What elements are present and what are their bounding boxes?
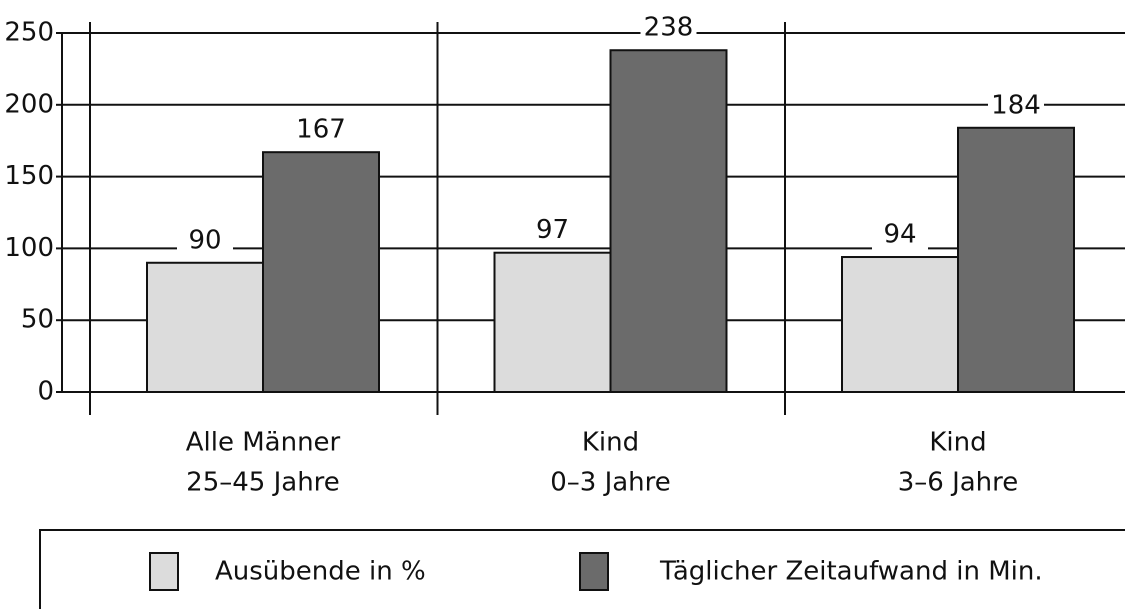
y-tick-label: 100 [4,233,54,263]
bar [841,256,959,393]
value-label-bg [524,215,581,246]
y-tick-label: 150 [4,161,54,191]
legend-label: Täglicher Zeitaufwand in Min. [659,557,1043,587]
value-label-bg [293,115,349,146]
value-label-bg [988,90,1044,121]
y-tick-label: 50 [21,305,54,335]
x-tick-label: 3–6 Jahre [898,468,1019,498]
legend-swatch [579,552,609,591]
value-label: 97 [536,215,569,245]
y-tick-label: 0 [37,377,54,407]
value-label: 184 [991,90,1041,120]
value-label: 167 [296,115,346,145]
legend-box [39,529,1125,609]
x-tick-label: 0–3 Jahre [550,468,671,498]
legend-swatch [149,552,179,591]
x-tick-label: 25–45 Jahre [186,468,340,498]
bar [609,49,728,394]
value-label: 94 [883,220,916,250]
x-tick-label: Kind [929,428,986,458]
value-label: 238 [644,13,694,43]
value-label-bg [640,13,697,44]
x-tick-label: Kind [582,428,639,458]
y-tick-label: 200 [4,89,54,119]
bar [146,261,264,394]
value-label-bg [177,225,233,256]
value-label: 90 [188,225,221,255]
value-label-bg [872,220,928,251]
bar [957,126,1075,393]
legend-label: Ausübende in % [215,557,426,587]
x-tick-label: Alle Männer [186,428,341,458]
bar [493,251,612,393]
y-tick-label: 250 [4,18,54,48]
bar [262,151,380,393]
